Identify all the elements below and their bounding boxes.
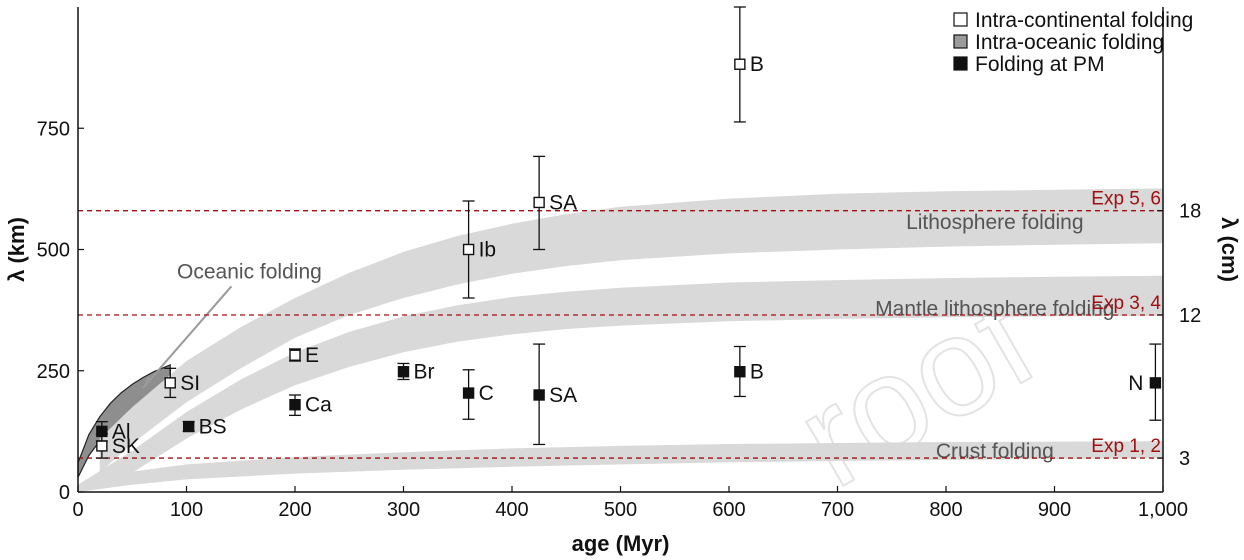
marker — [1149, 377, 1162, 389]
point-folding-at-pm-sa: SA — [533, 343, 577, 446]
marker — [289, 399, 301, 411]
marker — [397, 366, 410, 378]
annotation-arrowhead — [143, 375, 153, 388]
point-label: SI — [180, 372, 200, 395]
point-label: SA — [549, 384, 577, 407]
y-axis-right-title: λ (cm) — [1217, 217, 1242, 282]
marker — [734, 366, 746, 378]
point-intra-continental-folding-si: SI — [164, 367, 200, 399]
point-label: C — [479, 382, 494, 405]
marker — [164, 377, 176, 389]
legend-swatch-folding-at-pm — [953, 56, 968, 71]
y-tick-label: 0 — [59, 482, 70, 504]
point-label: BS — [199, 416, 227, 439]
marker — [96, 425, 108, 438]
marker — [96, 440, 108, 452]
y-right-tick-label: 12 — [1179, 305, 1201, 327]
marker — [734, 58, 746, 70]
point-folding-at-pm-n: N — [1128, 343, 1162, 421]
y-tick-label: 500 — [37, 240, 70, 262]
band-label-crust-folding: Crust folding — [936, 440, 1054, 463]
y-right-tick-label: 3 — [1179, 448, 1190, 470]
x-tick-label: 400 — [495, 499, 528, 521]
x-tick-label: 1,000 — [1138, 499, 1188, 521]
band-mantle-lithosphere-folding — [78, 275, 1163, 492]
x-tick-label: 0 — [72, 499, 83, 521]
y-tick-label: 250 — [37, 361, 70, 383]
legend-swatch-intra-continental-folding — [953, 12, 968, 27]
point-folding-at-pm-ca: Ca — [289, 394, 332, 417]
legend-label-folding-at-pm: Folding at PM — [975, 53, 1105, 76]
marker — [533, 196, 545, 209]
band-label-lithosphere-folding: Lithosphere folding — [906, 211, 1083, 234]
point-intra-continental-folding-ib: Ib — [462, 200, 497, 299]
points-layer: SK SI E Ib SA B Al BS Ca Br C SA B N — [95, 6, 1162, 459]
y-right-tick-label: 18 — [1179, 201, 1201, 223]
annotation-oceanic-folding: Oceanic folding — [177, 260, 322, 283]
point-label: B — [750, 361, 764, 384]
marker — [533, 389, 545, 401]
x-tick-label: 600 — [712, 499, 745, 521]
x-axis-title: age (Myr) — [572, 531, 670, 556]
legend-label-intra-continental-folding: Intra-continental folding — [975, 9, 1193, 32]
point-label: E — [305, 344, 319, 367]
x-tick-label: 300 — [387, 499, 420, 521]
legend-swatch-intra-oceanic-folding — [953, 34, 968, 49]
reference-label-exp-1-2: Exp 1, 2 — [1091, 436, 1161, 457]
x-tick-label: 100 — [170, 499, 203, 521]
point-folding-at-pm-c: C — [462, 369, 494, 420]
bands-layer: Lithosphere folding Mantle lithosphere fo… — [77, 188, 1164, 492]
point-folding-at-pm-bs: BS — [182, 416, 227, 439]
x-tick-label: 900 — [1038, 499, 1071, 521]
point-label: SA — [549, 191, 577, 214]
band-crust-folding — [78, 441, 1163, 492]
point-label: Al — [112, 420, 131, 443]
reference-label-exp-3-4: Exp 3, 4 — [1091, 293, 1161, 314]
point-intra-continental-folding-e: E — [289, 344, 319, 367]
marker — [289, 349, 301, 361]
point-label: B — [750, 53, 764, 76]
point-label: N — [1128, 372, 1143, 395]
marker — [462, 387, 475, 399]
point-label: Ib — [479, 239, 497, 262]
point-label: Br — [414, 361, 435, 384]
point-intra-continental-folding-b: B — [733, 6, 764, 123]
point-label: Ca — [305, 394, 332, 417]
band-label-mantle-lithosphere-folding: Mantle lithosphere folding — [875, 298, 1114, 321]
point-folding-at-pm-b: B — [733, 345, 764, 398]
point-label: SK — [112, 435, 140, 458]
x-tick-label: 800 — [929, 499, 962, 521]
x-tick-label: 500 — [604, 499, 637, 521]
legend-label-intra-oceanic-folding: Intra-oceanic folding — [975, 31, 1164, 54]
y-axis-title: λ (km) — [4, 217, 29, 282]
x-tick-label: 700 — [821, 499, 854, 521]
y-tick-label: 750 — [37, 118, 70, 140]
marker — [182, 420, 195, 433]
point-folding-at-pm-al: Al — [95, 420, 131, 443]
band-lithosphere-folding — [99, 188, 1164, 473]
axes-layer: 0 100 200 300 400 500 600 700 800 900 1,000 0 250 500… — [4, 7, 1242, 556]
point-intra-continental-folding-sa: SA — [533, 155, 577, 251]
reference-lines-layer: Exp 5, 6 Exp 3, 4 Exp 1, 2 — [78, 189, 1163, 459]
annotation-arrow — [142, 285, 233, 389]
marker — [462, 243, 475, 256]
reference-label-exp-5-6: Exp 5, 6 — [1091, 189, 1161, 210]
point-folding-at-pm-br: Br — [397, 361, 435, 384]
x-tick-label: 200 — [278, 499, 311, 521]
